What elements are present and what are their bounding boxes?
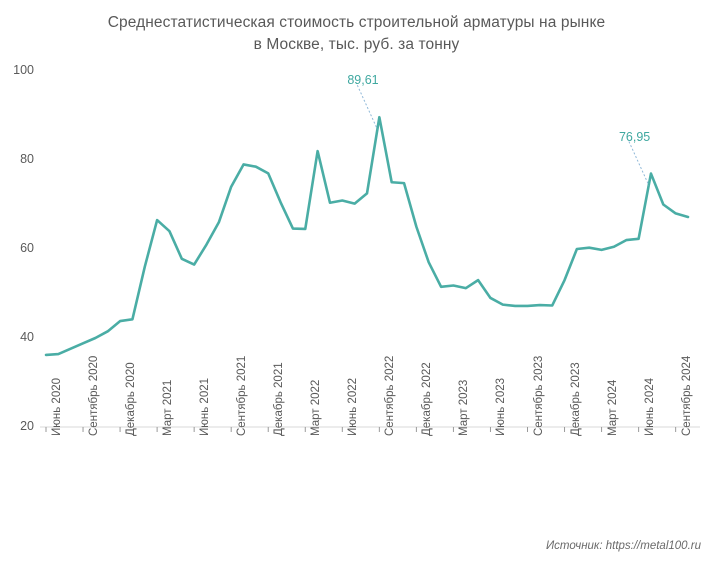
x-axis-tick-label: Июнь 2020 [51,377,63,436]
x-axis-tick-label: Сентябрь 2023 [532,355,545,436]
x-axis-tick-label: Март 2024 [606,379,619,436]
x-axis-tick-label: Декабрь 2023 [569,362,582,436]
y-axis-tick-label: 20 [20,419,34,433]
x-axis-tick-label: Сентябрь 2021 [236,355,249,436]
y-axis-tick-label: 100 [13,63,34,77]
x-axis-tick-label: Сентябрь 2024 [680,355,693,436]
data-label-peak-2022: 89,61 [347,73,379,88]
leader-line-peak-2022 [356,85,378,130]
chart-title: Среднестатистическая стоимость строитель… [107,14,606,53]
x-axis-tick-label: Июнь 2022 [347,377,360,436]
x-axis-tick-label: Июнь 2024 [643,377,656,436]
series-layer [44,115,690,357]
x-axis-tick-label: Декабрь 2022 [421,362,434,436]
annotation-leaders [356,85,650,186]
x-axis-tick-label: Июнь 2021 [199,377,212,436]
x-axis-tick-label: Март 2022 [310,379,323,436]
y-axis-tick-label: 60 [20,241,34,255]
x-axis-tick-label: Март 2023 [458,379,471,436]
leader-line-peak-2023 [628,141,650,186]
x-axis-tick-label: Март 2021 [162,379,175,436]
x-axis-tick-label: Сентябрь 2020 [88,355,101,436]
source-note: Источник: https://metal100.ru [545,540,701,552]
axis-layer [40,426,700,432]
data-label-peak-2023: 76,95 [618,129,651,144]
x-axis-tick-label: Июнь 2023 [495,377,508,436]
x-axis-tick-label: Сентябрь 2022 [384,355,397,436]
x-axis-tick-label: Декабрь 2020 [125,362,138,436]
price-line-series [44,115,690,357]
y-axis-tick-label: 40 [20,330,34,344]
y-axis-tick-label: 80 [20,152,34,166]
x-axis-tick-label: Декабрь 2021 [273,362,286,436]
